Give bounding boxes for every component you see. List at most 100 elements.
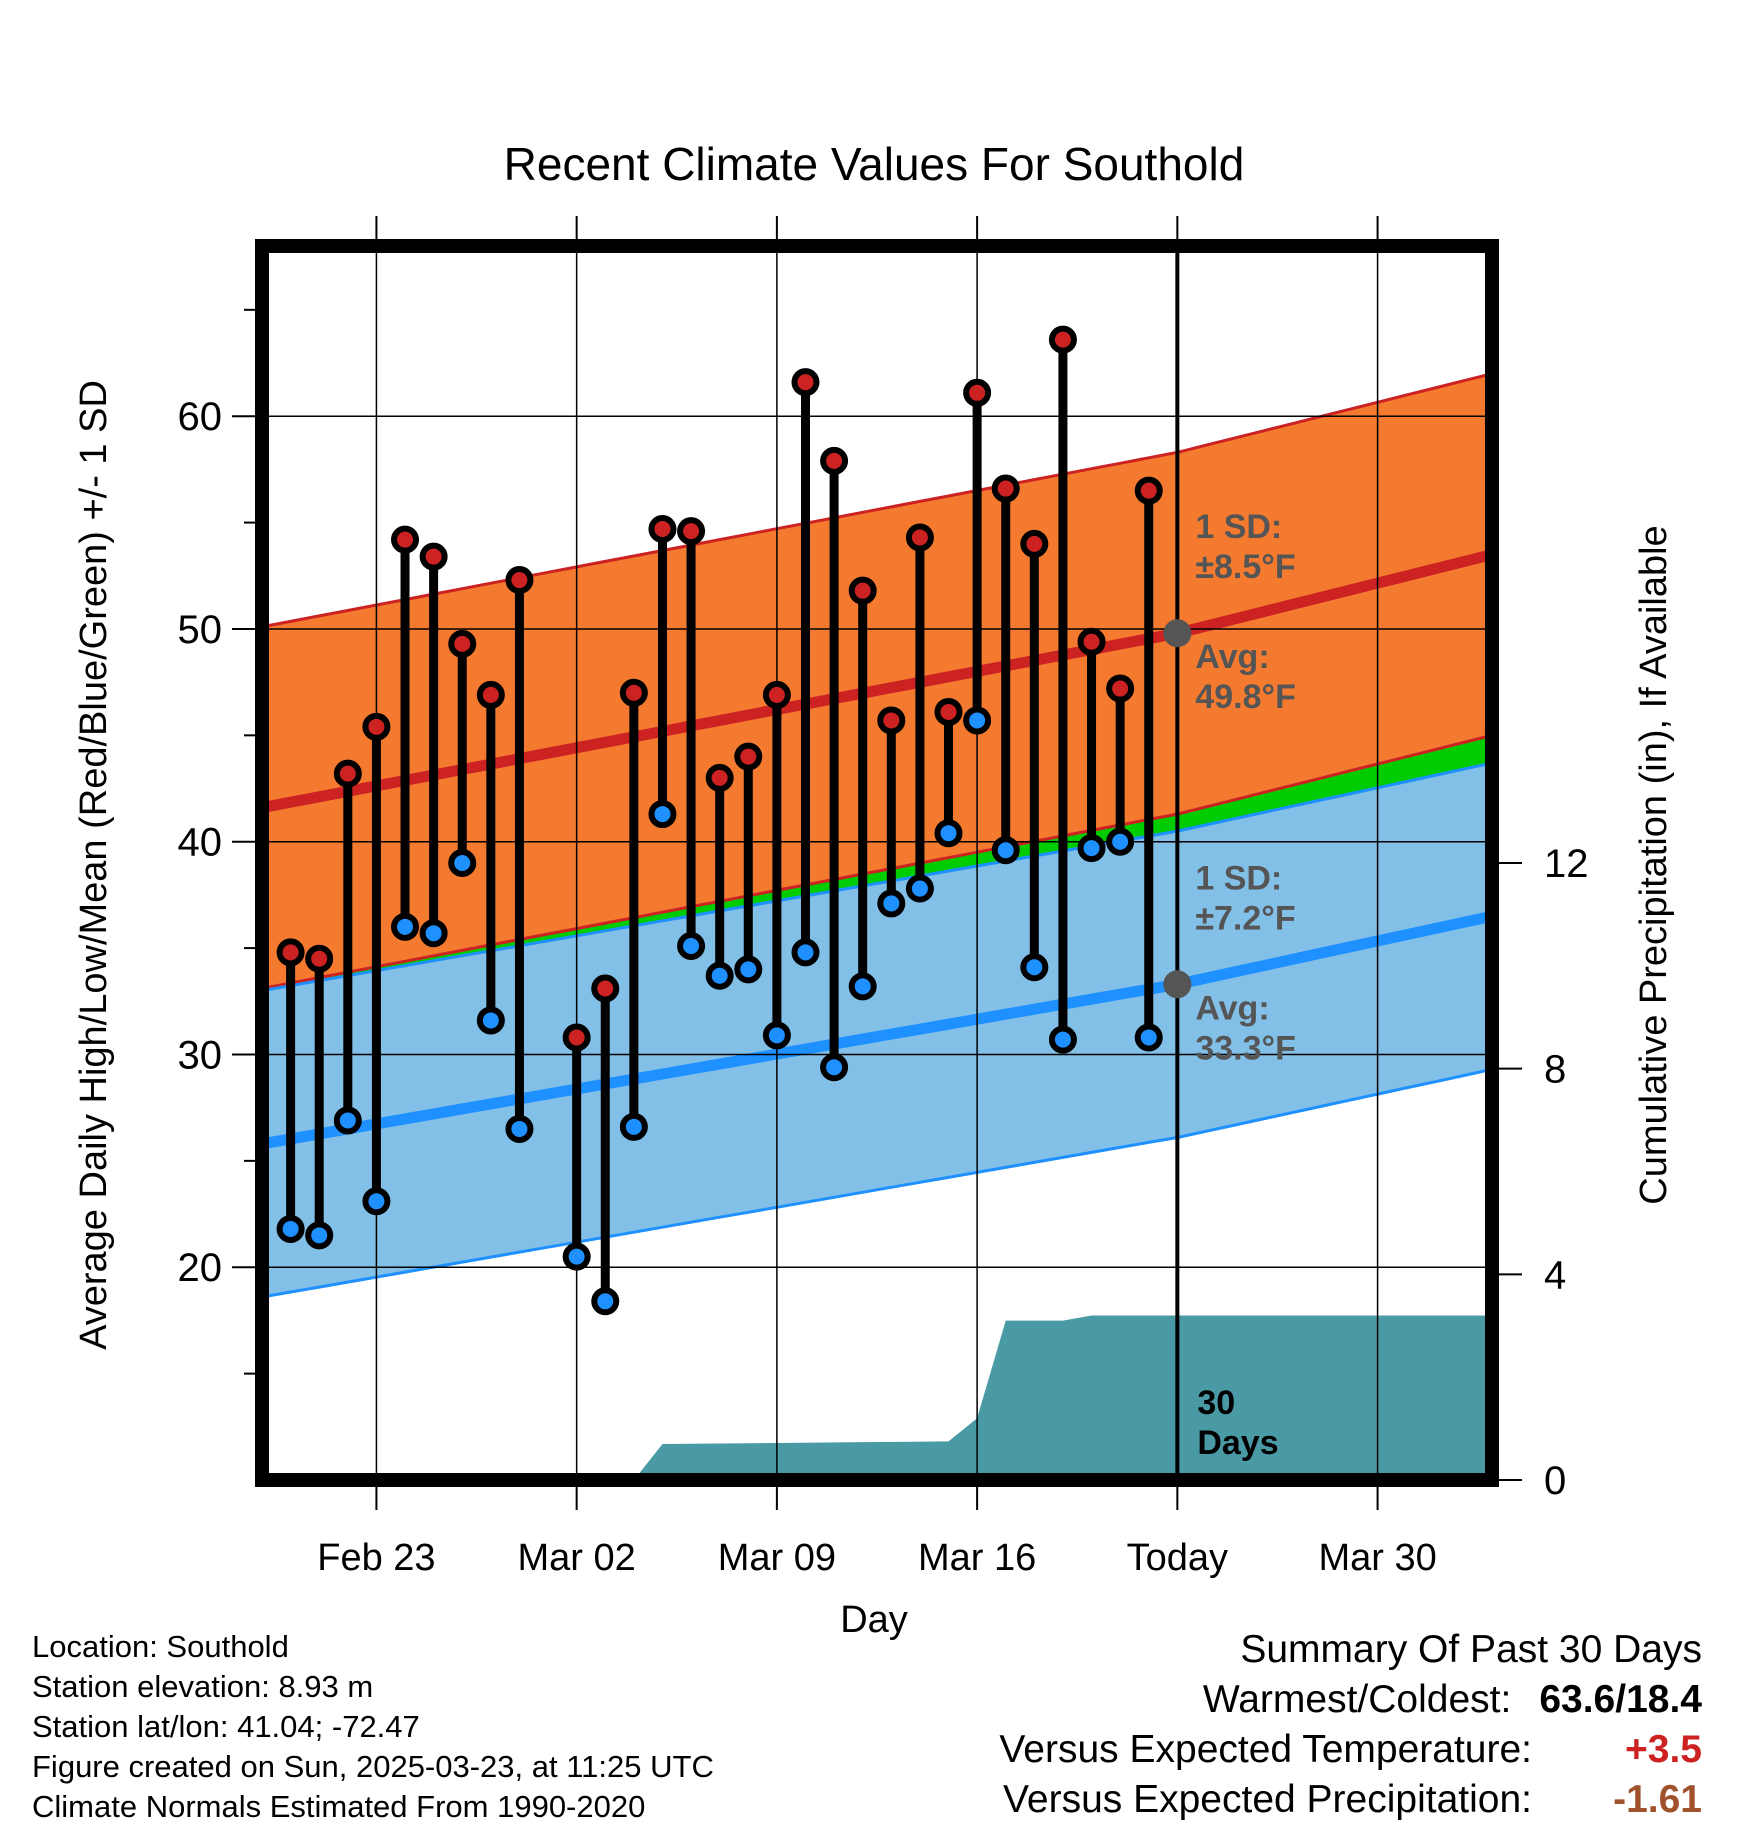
daily-high-point	[848, 576, 877, 605]
daily-low-point	[677, 931, 706, 960]
daily-low-point	[476, 1006, 505, 1035]
daily-low-point	[762, 1021, 791, 1050]
daily-low-point	[905, 874, 934, 903]
today-low-avg-marker	[1163, 970, 1192, 999]
daily-low-point	[648, 800, 677, 829]
summary-title: Summary Of Past 30 Days	[1240, 1628, 1702, 1671]
daily-high-point	[591, 974, 620, 1003]
latlon-text: Station lat/lon: 41.04; -72.47	[32, 1709, 420, 1744]
high-sd-band	[262, 373, 1492, 989]
chart-title: Recent Climate Values For Southold	[504, 138, 1245, 190]
high-sd-upper-line	[262, 372, 1492, 629]
daily-high-point	[391, 525, 420, 554]
daily-low-point	[391, 912, 420, 941]
summary-panel: Summary Of Past 30 Days Warmest/Coldest:…	[999, 1625, 1702, 1825]
daily-high-point	[791, 368, 820, 397]
y2-tick-label: 4	[1544, 1253, 1566, 1297]
daily-low-point	[934, 819, 963, 848]
today-high-avg-marker	[1163, 619, 1192, 648]
high-sd-value: ±8.5°F	[1195, 548, 1295, 586]
daily-high-point	[419, 542, 448, 571]
daily-high-point	[991, 474, 1020, 503]
daily-low-point	[448, 849, 477, 877]
low-avg-label: Avg:	[1195, 989, 1269, 1027]
daily-low-point	[1134, 1023, 1163, 1052]
temp-vs-expected-value: +3.5	[1625, 1728, 1702, 1771]
low-avg-value: 33.3°F	[1195, 1029, 1296, 1067]
plot-frame	[255, 239, 1499, 1487]
x-tick-label: Mar 16	[918, 1537, 1036, 1579]
high-avg-line	[262, 549, 1492, 814]
precip-vs-expected-row: Versus Expected Precipitation: -1.61	[999, 1775, 1702, 1825]
y-tick-label: 60	[178, 395, 223, 439]
y-tick-label: 50	[178, 608, 223, 652]
daily-low-point	[734, 955, 763, 984]
daily-high-point	[305, 944, 334, 973]
daily-high-point	[705, 763, 734, 792]
low-sd-band	[262, 763, 1492, 1297]
low-avg-line	[262, 910, 1492, 1150]
y2-tick-label: 8	[1544, 1048, 1566, 1092]
x-tick-label: Mar 02	[518, 1537, 636, 1579]
daily-high-point	[648, 514, 677, 543]
daily-high-point	[476, 680, 505, 709]
elevation-text: Station elevation: 8.93 m	[32, 1669, 374, 1704]
daily-low-point	[963, 706, 992, 735]
high-sd-lower-line	[262, 733, 1492, 990]
high-sd-label: 1 SD:	[1195, 508, 1282, 546]
daily-high-point	[877, 706, 906, 735]
y-tick-label: 40	[178, 821, 223, 865]
x-tick-label: Today	[1127, 1537, 1228, 1579]
high-avg-label: Avg:	[1195, 638, 1269, 676]
daily-high-point	[934, 697, 963, 726]
y-axis-label: Average Daily High/Low/Mean (Red/Blue/Gr…	[73, 380, 115, 1350]
warmest-label: Warmest/Coldest:	[1202, 1678, 1512, 1721]
y2-tick-label: 12	[1544, 842, 1589, 886]
daily-low-point	[591, 1287, 620, 1316]
x-tick-label: Mar 30	[1318, 1537, 1436, 1579]
daily-high-point	[734, 742, 763, 771]
daily-low-point	[362, 1187, 391, 1216]
daily-high-point	[619, 678, 648, 707]
daily-high-point	[1020, 529, 1049, 558]
daily-high-point	[820, 446, 849, 475]
daily-high-point	[677, 517, 706, 546]
y-tick-label: 30	[178, 1033, 223, 1077]
daily-high-point	[963, 378, 992, 407]
precip-vs-expected-label: Versus Expected Precipitation:	[1003, 1778, 1532, 1821]
x-axis-label: Day	[840, 1599, 908, 1641]
daily-low-point	[848, 972, 877, 1001]
daily-high-point	[762, 680, 791, 709]
daily-low-point	[305, 1221, 334, 1250]
y2-tick-label: 0	[1544, 1459, 1566, 1503]
daily-high-point	[276, 938, 305, 967]
daily-low-point	[991, 836, 1020, 865]
daily-high-point	[505, 566, 534, 595]
daily-low-point	[791, 938, 820, 967]
daily-low-point	[1106, 827, 1135, 856]
daily-low-point	[1077, 834, 1106, 863]
location-text: Location: Southold	[32, 1629, 289, 1664]
daily-low-point	[705, 961, 734, 990]
daily-high-point	[333, 759, 362, 788]
temp-vs-expected-label: Versus Expected Temperature:	[999, 1728, 1532, 1771]
created-text: Figure created on Sun, 2025-03-23, at 11…	[32, 1749, 714, 1784]
warmest-value: 63.6/18.4	[1539, 1678, 1702, 1721]
temp-vs-expected-row: Versus Expected Temperature: +3.5	[999, 1725, 1702, 1775]
high-avg-value: 49.8°F	[1195, 678, 1296, 716]
precip-days-number: 30	[1197, 1384, 1235, 1422]
low-sd-upper-line	[262, 761, 1492, 993]
daily-high-point	[1134, 476, 1163, 505]
daily-low-point	[505, 1114, 534, 1143]
daily-low-point	[619, 1112, 648, 1141]
warmest-coldest-row: Warmest/Coldest: 63.6/18.4	[999, 1675, 1702, 1725]
station-info: Location: Southold Station elevation: 8.…	[32, 1627, 714, 1827]
x-tick-label: Mar 09	[718, 1537, 836, 1579]
low-sd-lower-line	[262, 1067, 1492, 1299]
precip-vs-expected-value: -1.61	[1613, 1778, 1702, 1821]
y2-axis-label: Cumulative Precipitation (in), If Availa…	[1633, 525, 1675, 1204]
normals-text: Climate Normals Estimated From 1990-2020	[32, 1789, 646, 1824]
precip-days-word: Days	[1197, 1424, 1278, 1462]
